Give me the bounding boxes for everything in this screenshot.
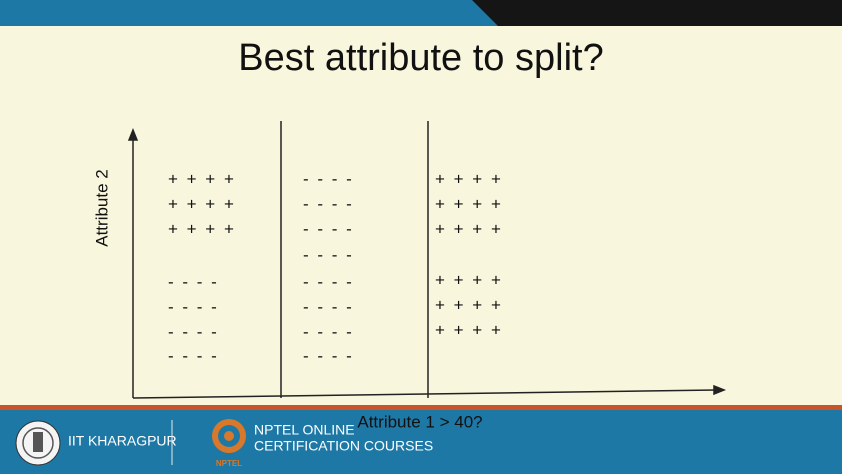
sample-row: - - - - bbox=[303, 169, 354, 188]
sample-row: - - - - bbox=[303, 194, 354, 213]
slide-title: Best attribute to split? bbox=[238, 37, 603, 79]
top-bar-dark bbox=[472, 0, 842, 26]
x-arrow bbox=[713, 384, 727, 396]
sample-row: + + + + bbox=[435, 320, 503, 339]
sample-row: + + + + bbox=[435, 169, 503, 188]
sample-row: + + + + bbox=[435, 219, 503, 238]
sample-row: + + + + bbox=[168, 169, 236, 188]
sample-groups: + + + + + + + + + + + + - - - - - - - - - - -… bbox=[168, 169, 503, 365]
y-arrow bbox=[127, 127, 139, 141]
iit-logo bbox=[15, 420, 61, 466]
sample-row: - - - - bbox=[168, 346, 219, 365]
sample-row: + + + + bbox=[435, 194, 503, 213]
sample-row: - - - - bbox=[168, 322, 219, 341]
sample-row: - - - - bbox=[303, 346, 354, 365]
institute-name: IIT KHARAGPUR bbox=[68, 433, 177, 449]
footer-bar bbox=[0, 410, 842, 474]
x-axis bbox=[132, 389, 717, 399]
nptel-logo bbox=[212, 419, 246, 453]
sample-row: - - - - bbox=[303, 297, 354, 316]
logo-text: NPTEL bbox=[216, 459, 242, 468]
course-line: CERTIFICATION COURSES bbox=[254, 438, 433, 454]
sample-row: - - - - bbox=[168, 297, 219, 316]
sample-row: - - - - bbox=[303, 272, 354, 291]
sample-row: - - - - bbox=[303, 219, 354, 238]
sample-row: - - - - bbox=[168, 272, 219, 291]
sample-row: - - - - bbox=[303, 245, 354, 264]
y-axis-label: Attribute 2 bbox=[92, 169, 111, 247]
axes bbox=[127, 121, 727, 399]
sample-row: + + + + bbox=[435, 295, 503, 314]
sample-row: - - - - bbox=[303, 322, 354, 341]
sample-row: + + + + bbox=[168, 219, 236, 238]
split-label: Attribute 1 > 40? bbox=[357, 412, 482, 431]
course-line: NPTEL ONLINE bbox=[254, 422, 355, 438]
sample-row: + + + + bbox=[435, 270, 503, 289]
sample-row: + + + + bbox=[168, 194, 236, 213]
footer-stripe bbox=[0, 405, 842, 410]
